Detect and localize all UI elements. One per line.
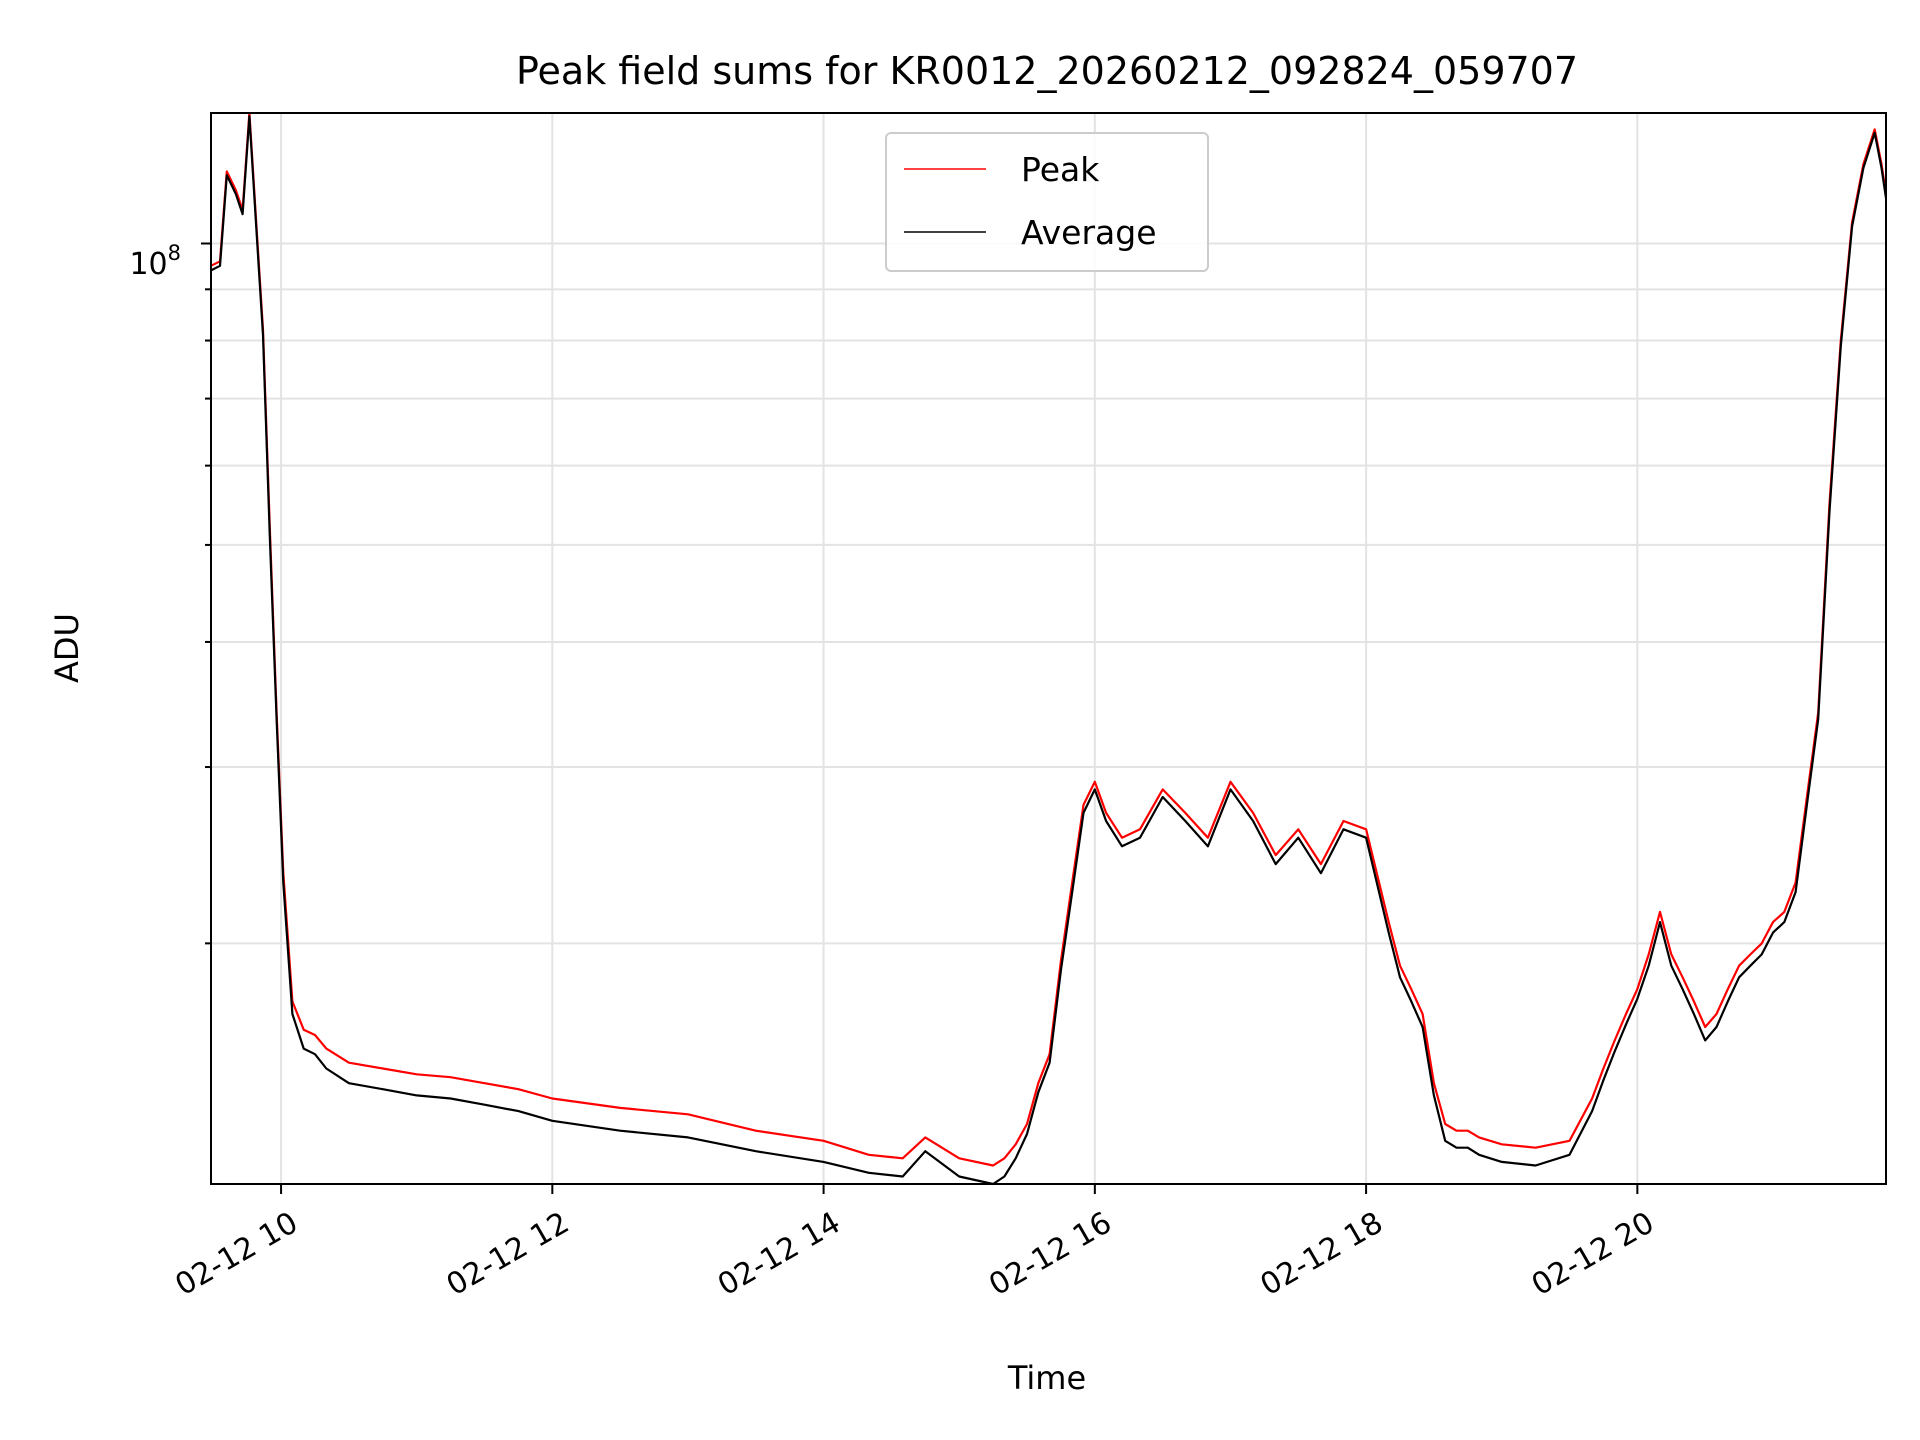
svg-text:108: 108: [129, 241, 181, 282]
series-line-average: [210, 115, 1888, 1186]
chart-title: Peak field sums for KR0012_20260212_0928…: [516, 49, 1578, 93]
series-line-peak: [210, 111, 1888, 1167]
legend-label-peak: Peak: [1021, 150, 1100, 189]
legend: Peak Average: [885, 132, 1209, 272]
y-axis-label: ADU: [48, 613, 86, 683]
x-axis-label: Time: [1007, 1359, 1086, 1397]
series-lines: [210, 111, 1888, 1186]
plot-area-frame: [210, 112, 1887, 1185]
legend-label-average: Average: [1021, 213, 1157, 252]
y-tick-label-1e8: 108: [129, 241, 181, 282]
grid-lines: [211, 113, 1886, 1184]
y-tick-exponent: 8: [168, 241, 181, 265]
legend-box: [885, 132, 1209, 272]
y-tick-base: 10: [129, 247, 167, 282]
